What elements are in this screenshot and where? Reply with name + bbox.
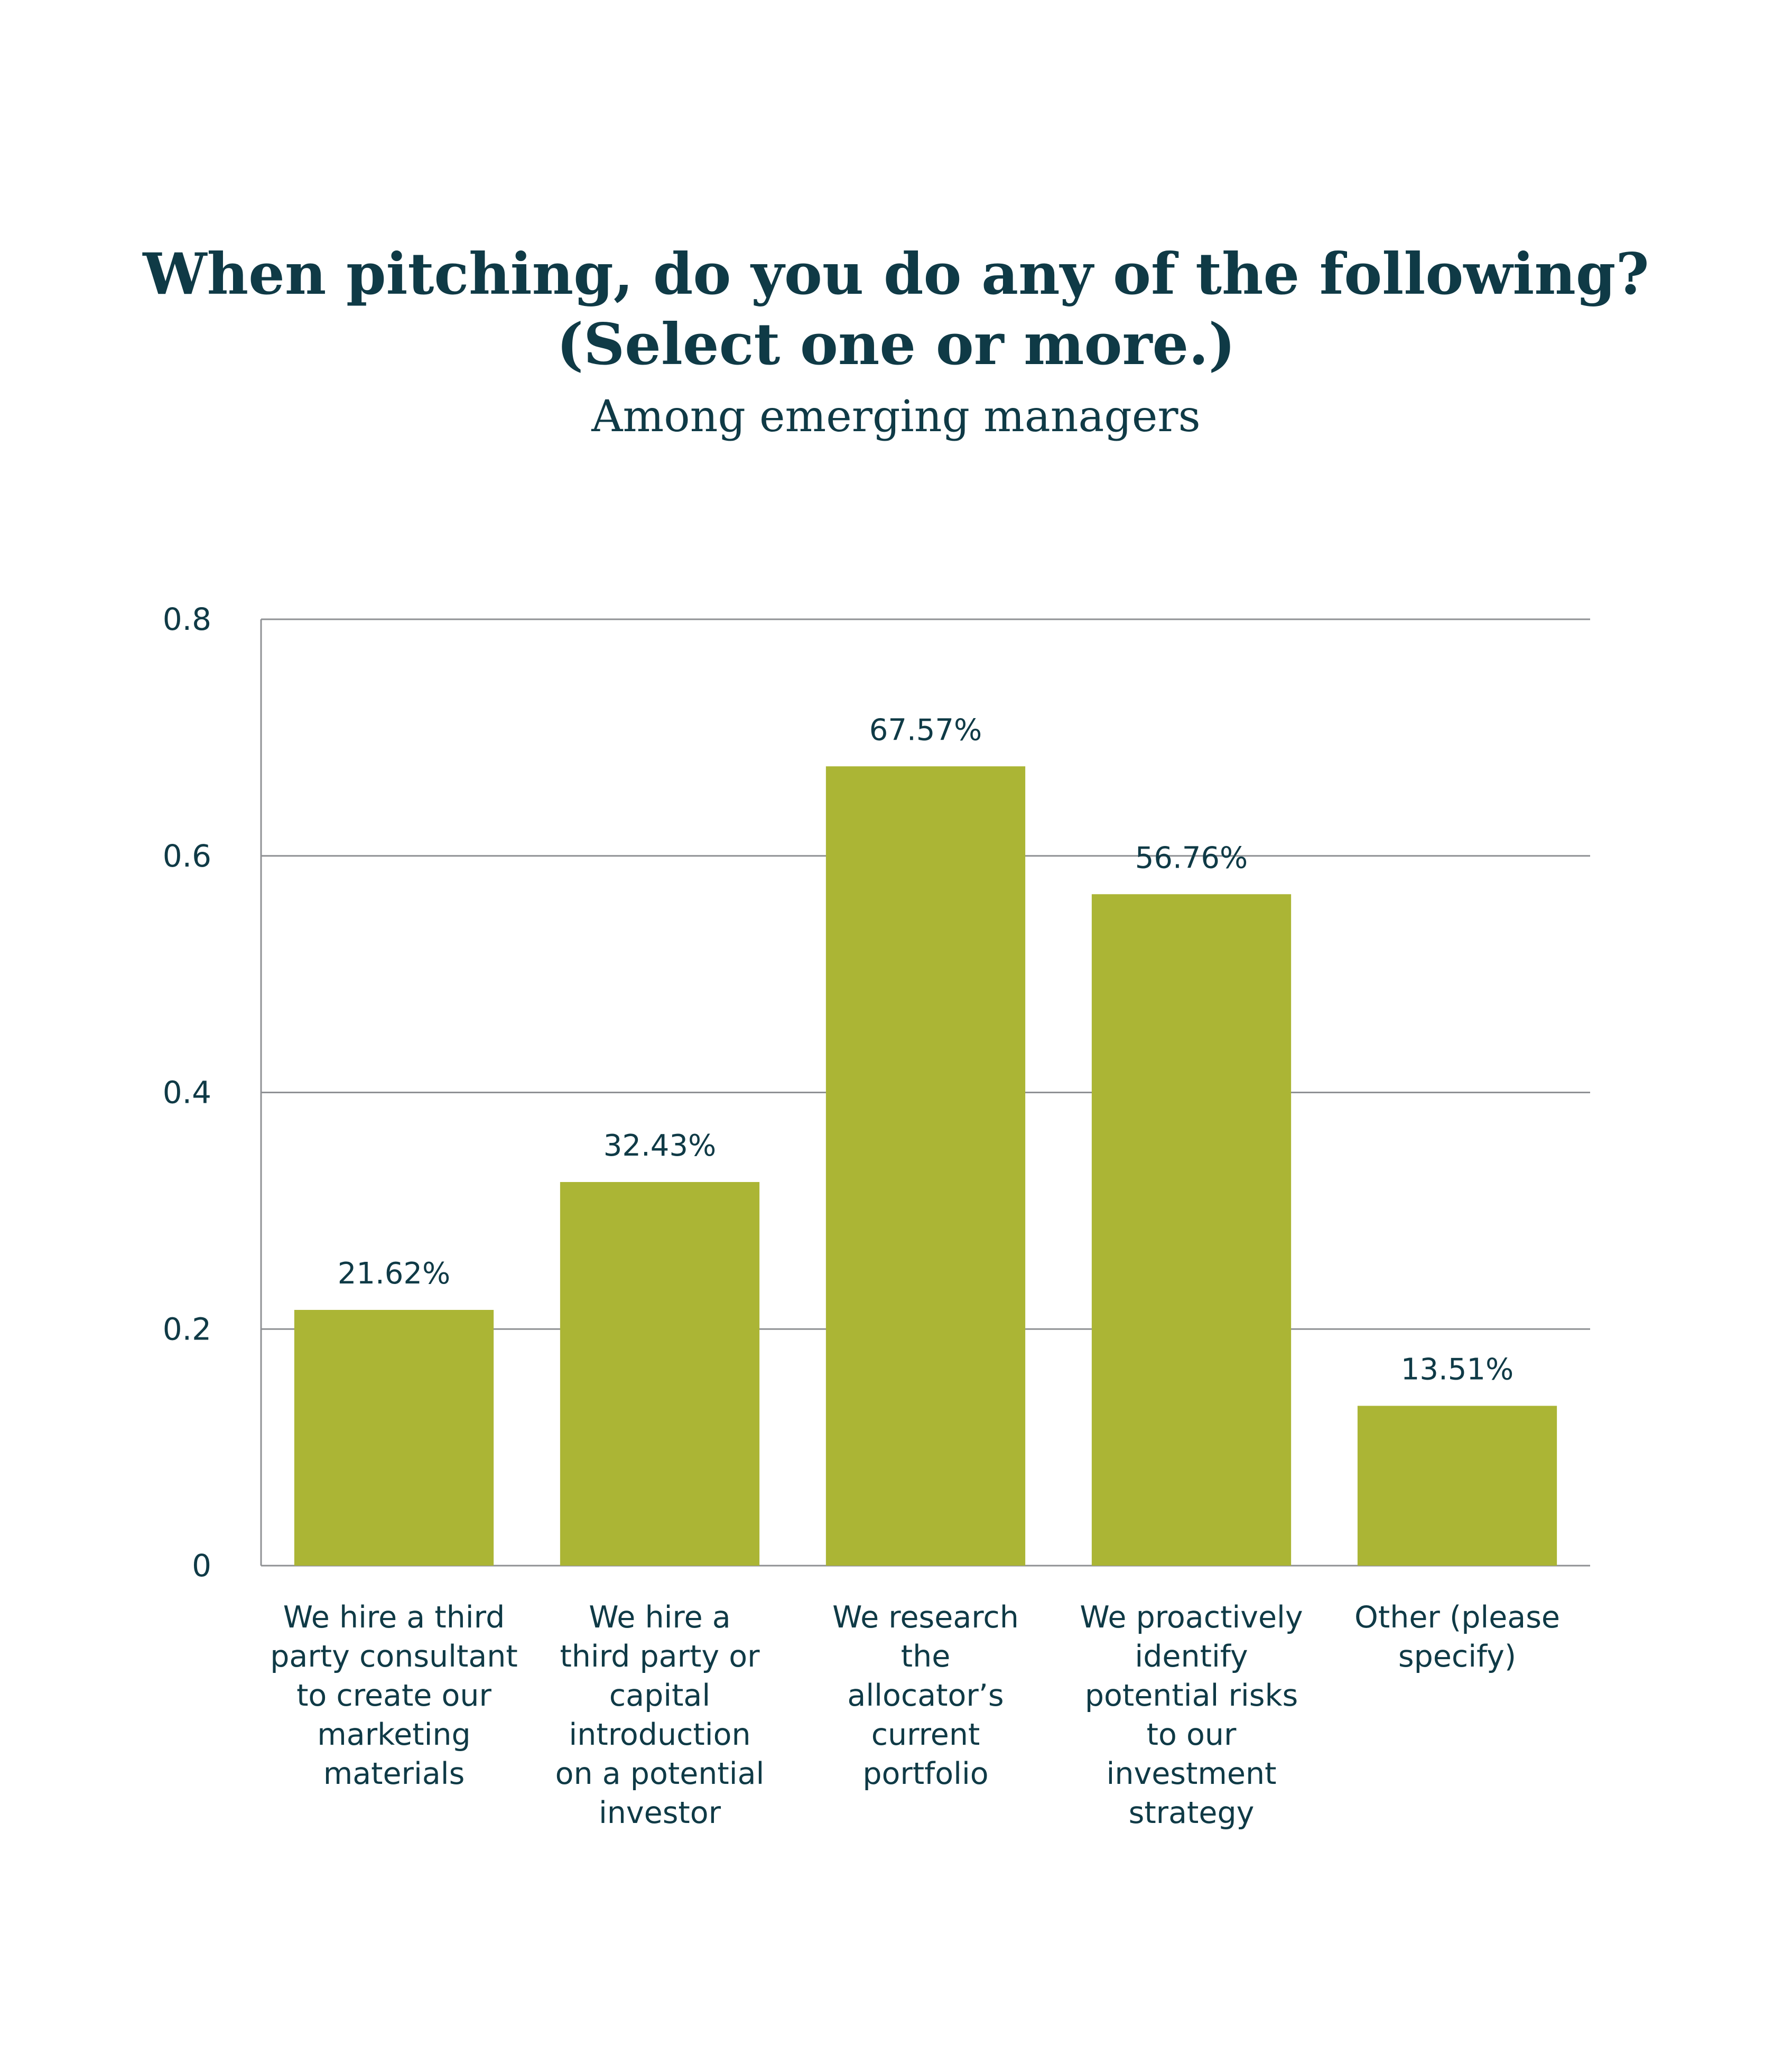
data-label: 56.76% [1135, 841, 1248, 875]
bar [1091, 894, 1292, 1566]
y-tick-label: 0.4 [163, 1075, 211, 1111]
chart-title-line-2: (Select one or more.) [556, 311, 1236, 378]
data-labels: 21.62% 32.43% 67.57% 56.76% 13.51% [338, 713, 1514, 1387]
y-tick-label: 0 [192, 1548, 211, 1584]
category-labels: We hire a third party consultant to create… [270, 1600, 1560, 1830]
x-category-label: We research the allocator’s current portfoli… [832, 1600, 1019, 1791]
y-tick-label: 0.6 [163, 838, 211, 874]
y-tick-label: 0.8 [163, 601, 211, 637]
data-label: 67.57% [869, 713, 982, 747]
y-tick-labels: 0 0.2 0.4 0.6 0.8 [163, 601, 211, 1584]
data-label: 32.43% [603, 1129, 717, 1163]
chart-title-line-1: When pitching, do you do any of the foll… [143, 241, 1649, 308]
bar [560, 1181, 760, 1566]
y-tick-label: 0.2 [163, 1311, 211, 1347]
bar [825, 766, 1026, 1566]
data-label: 13.51% [1401, 1353, 1514, 1387]
data-label: 21.62% [338, 1257, 451, 1291]
x-category-label: We hire a third party consultant to create… [270, 1600, 518, 1791]
x-category-label: We proactively identify potential risks to … [1080, 1600, 1303, 1830]
x-category-label: We hire a third party or capital introducti… [555, 1600, 765, 1830]
chart-subtitle: Among emerging managers [591, 392, 1201, 442]
bars [294, 766, 1557, 1566]
bar [1357, 1406, 1557, 1566]
x-category-label: Other (please specify) [1354, 1600, 1560, 1674]
bar [294, 1309, 494, 1566]
